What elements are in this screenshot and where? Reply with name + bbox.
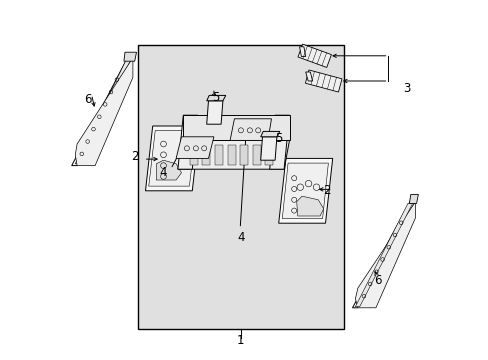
Polygon shape [297, 44, 331, 67]
Polygon shape [178, 115, 197, 169]
Text: 5: 5 [274, 132, 282, 145]
Bar [252, 145, 260, 165]
Text: 2: 2 [131, 150, 138, 163]
Polygon shape [206, 101, 223, 124]
Text: 6: 6 [373, 274, 381, 287]
Text: 5: 5 [212, 91, 219, 104]
Text: 4: 4 [237, 231, 244, 244]
Bar [202, 145, 210, 165]
Polygon shape [260, 131, 279, 137]
Polygon shape [148, 131, 196, 186]
Polygon shape [408, 194, 418, 203]
Bar [215, 145, 223, 165]
Text: 6: 6 [84, 93, 91, 105]
Polygon shape [296, 196, 323, 216]
Bar [240, 145, 247, 165]
Polygon shape [299, 47, 305, 57]
Polygon shape [145, 126, 199, 191]
Polygon shape [352, 202, 415, 308]
Polygon shape [230, 119, 271, 140]
Polygon shape [176, 137, 213, 158]
Bar [265, 145, 273, 165]
Polygon shape [72, 58, 133, 166]
Text: 1: 1 [237, 334, 244, 347]
Polygon shape [305, 72, 312, 81]
Polygon shape [282, 163, 328, 219]
Text: 4: 4 [160, 166, 167, 179]
Text: 3: 3 [402, 82, 409, 95]
Polygon shape [156, 160, 181, 180]
Polygon shape [183, 115, 289, 140]
Polygon shape [355, 202, 415, 308]
Polygon shape [206, 95, 225, 101]
Polygon shape [260, 137, 276, 160]
Polygon shape [178, 140, 289, 169]
Polygon shape [355, 203, 412, 307]
Polygon shape [269, 115, 289, 169]
Bar [227, 145, 235, 165]
Polygon shape [75, 59, 131, 164]
Polygon shape [305, 70, 341, 92]
Bar [138, 45, 343, 329]
Bar [189, 145, 197, 165]
Polygon shape [75, 58, 133, 166]
Polygon shape [278, 158, 332, 223]
Text: 2: 2 [323, 184, 330, 197]
Polygon shape [123, 52, 136, 61]
